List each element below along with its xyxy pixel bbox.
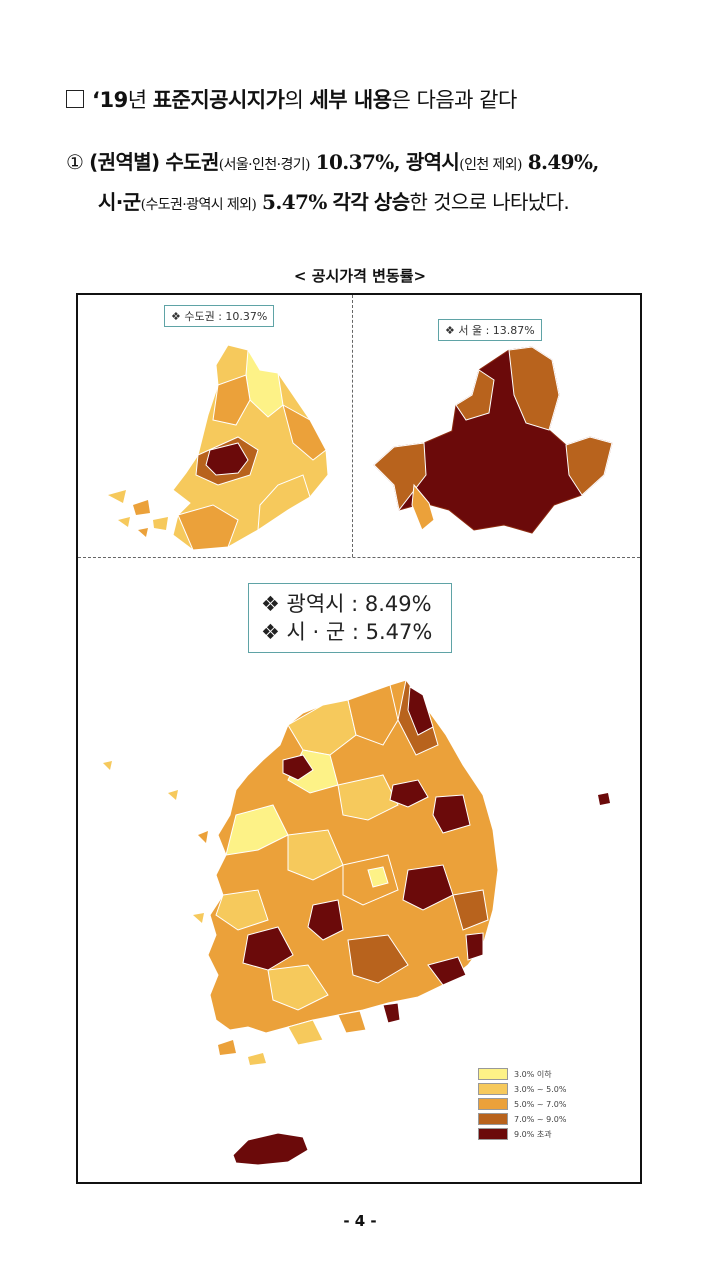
vertical-divider — [352, 295, 353, 557]
legend-swatch — [478, 1083, 508, 1095]
intro-line: ‘19년 표준지공시지가의 세부 내용은 다음과 같다 — [66, 84, 517, 114]
term: 표준지공시지가 — [153, 88, 285, 112]
figure-caption: < 공시가격 변동률> — [0, 265, 720, 286]
map-legend: 3.0% 이하 3.0% ~ 5.0% 5.0% ~ 7.0% 7.0% ~ 9… — [478, 1067, 566, 1142]
year-prefix: ‘19 — [92, 88, 128, 112]
legend-label: 3.0% ~ 5.0% — [514, 1085, 566, 1094]
metro-rate: 8.49%, — [528, 150, 599, 174]
seoul-map — [354, 335, 640, 555]
region-line-1: ① (권역별) 수도권(서울·인천·경기) 10.37%, 광역시(인천 제외)… — [66, 146, 599, 175]
capital-rate: 10.37%, — [316, 150, 400, 174]
legend-item: 5.0% ~ 7.0% — [478, 1097, 566, 1111]
nation-label: ❖ 광역시 : 8.49% ❖ 시 · 군 : 5.47% — [248, 583, 452, 653]
horizontal-divider — [78, 557, 640, 558]
capital-note: (서울·인천·경기) — [219, 157, 310, 173]
legend-swatch — [478, 1113, 508, 1125]
rise-word: 상승 — [374, 190, 410, 214]
legend-label: 3.0% 이하 — [514, 1069, 552, 1080]
legend-item: 9.0% 초과 — [478, 1127, 566, 1141]
metro-area: 광역시 — [406, 150, 459, 174]
legend-item: 3.0% ~ 5.0% — [478, 1082, 566, 1096]
intro-bold-b: 세부 내용 — [309, 88, 391, 112]
intro-rest-b: 은 다음과 같다 — [392, 88, 517, 112]
metro-label-line: ❖ 광역시 : 8.49% — [261, 590, 439, 618]
legend-item: 3.0% 이하 — [478, 1067, 566, 1081]
legend-swatch — [478, 1068, 508, 1080]
checkbox-square-icon — [66, 90, 84, 108]
legend-item: 7.0% ~ 9.0% — [478, 1112, 566, 1126]
capital-region-map — [78, 325, 352, 555]
city-county: 시·군 — [98, 190, 141, 214]
year-suffix: 년 — [128, 88, 153, 112]
page-number: - 4 - — [0, 1212, 720, 1230]
legend-label: 7.0% ~ 9.0% — [514, 1115, 566, 1124]
item-number: ① — [66, 150, 83, 174]
each-word: 각각 — [333, 190, 369, 214]
legend-swatch — [478, 1098, 508, 1110]
closing-text: 한 것으로 나타났다. — [410, 190, 570, 214]
metro-note: (인천 제외) — [459, 157, 522, 173]
capital-label: ❖ 수도권 : 10.37% — [164, 305, 274, 327]
city-label-line: ❖ 시 · 군 : 5.47% — [261, 618, 439, 646]
city-note: (수도권·광역시 제외) — [141, 197, 257, 213]
legend-label: 9.0% 초과 — [514, 1129, 552, 1140]
legend-label: 5.0% ~ 7.0% — [514, 1100, 566, 1109]
map-figure-frame: ❖ 수도권 : 10.37% ❖ 서 울 : 13.87% ❖ 광역시 : 8.… — [76, 293, 642, 1184]
region-label: (권역별) — [89, 150, 159, 174]
city-rate: 5.47% — [262, 190, 327, 214]
intro-rest-a: 의 — [284, 88, 309, 112]
legend-swatch — [478, 1128, 508, 1140]
capital-area: 수도권 — [165, 150, 218, 174]
region-line-2: 시·군(수도권·광역시 제외) 5.47% 각각 상승한 것으로 나타났다. — [98, 186, 569, 215]
